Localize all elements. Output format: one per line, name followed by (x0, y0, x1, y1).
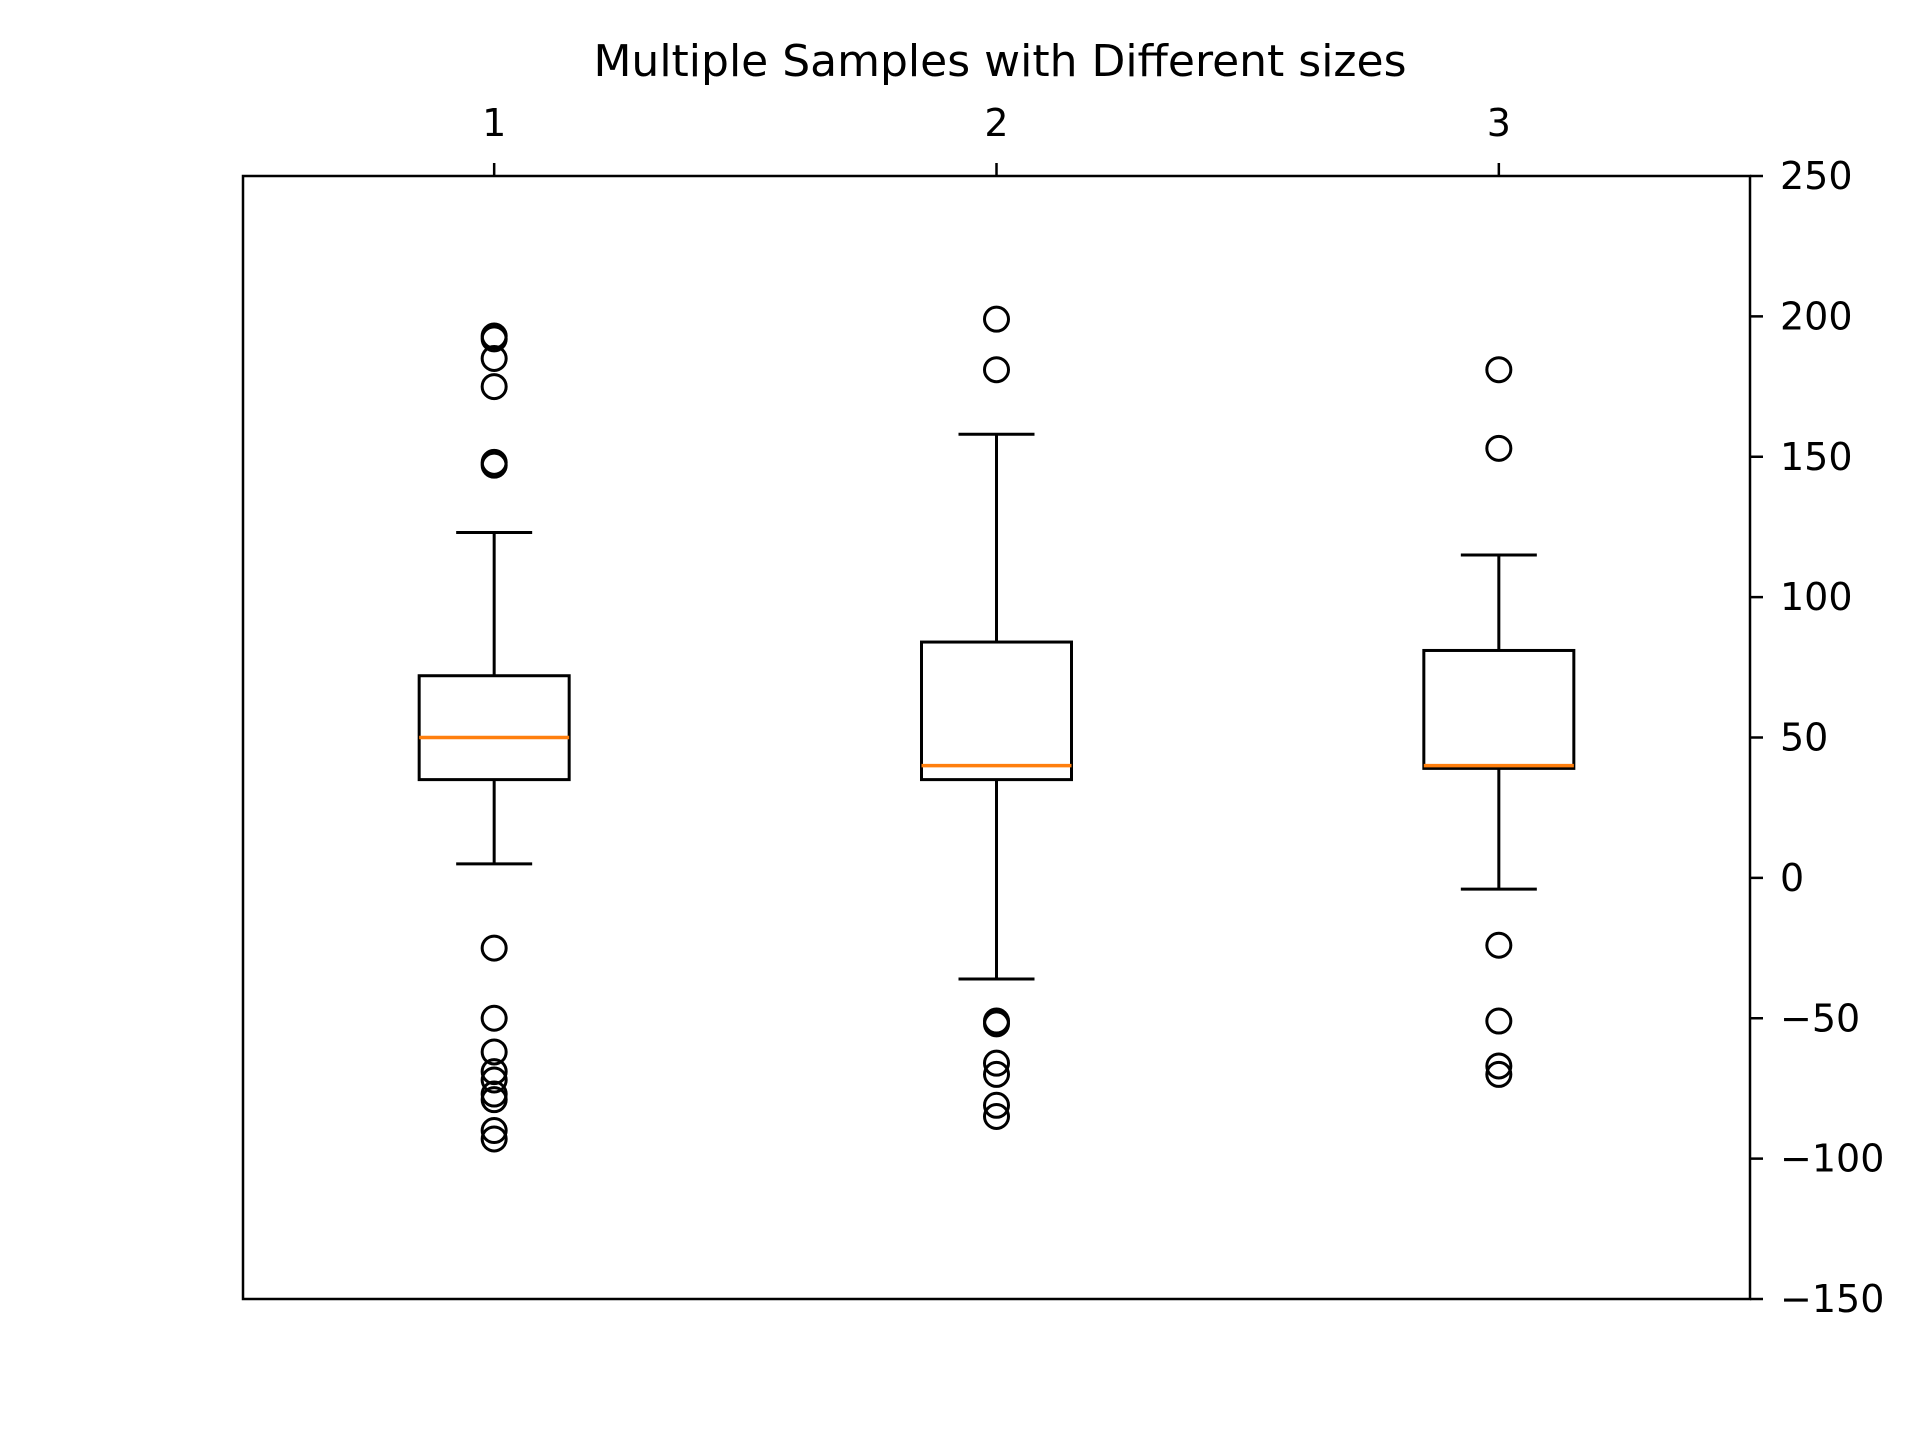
flier-point (983, 1060, 1010, 1088)
chart-title: Multiple Samples with Different sizes (593, 36, 1406, 87)
y-tick-label: 50 (1780, 716, 1828, 760)
flier-point (480, 1125, 508, 1153)
y-tick-label: 200 (1780, 294, 1853, 338)
box-iqr (417, 674, 571, 782)
flier-point (1485, 434, 1513, 462)
flier-point (480, 373, 508, 401)
y-tick-label: 0 (1780, 856, 1804, 900)
flier-point (480, 1038, 508, 1066)
box-iqr (1422, 648, 1576, 770)
flier-point (1485, 1052, 1513, 1080)
y-tick-label: −150 (1780, 1277, 1884, 1321)
flier-point (1485, 356, 1513, 384)
y-tick-label: 100 (1780, 575, 1853, 619)
y-tick-label: 250 (1780, 154, 1853, 198)
flier-point (983, 1103, 1010, 1131)
y-tick-label: −50 (1780, 996, 1860, 1040)
box-iqr (920, 640, 1073, 782)
x-tick-label: 2 (984, 101, 1008, 145)
y-tick-label: 150 (1780, 435, 1853, 479)
flier-point (983, 305, 1010, 333)
plot-area: 250 200 150 100 50 0 −50 −100 −150 1 2 3 (241, 101, 1884, 1321)
flier-point (480, 1080, 508, 1108)
flier-point (480, 1058, 508, 1086)
flier-point (480, 325, 508, 353)
flier-point (983, 1010, 1010, 1038)
flier-point (480, 344, 508, 372)
flier-point (480, 1086, 508, 1114)
flier-point (480, 1117, 508, 1145)
flier-point (480, 934, 508, 962)
y-tick-label: −100 (1780, 1137, 1884, 1181)
flier-point (1485, 1007, 1513, 1035)
flier-point (1485, 1060, 1513, 1088)
flier-point (480, 451, 508, 479)
flier-point (480, 1004, 508, 1032)
flier-point (1485, 931, 1513, 959)
flier-point (480, 1066, 508, 1094)
x-tick-label: 3 (1487, 101, 1511, 145)
flier-point (983, 1091, 1010, 1119)
flier-point (983, 356, 1010, 384)
flier-point (983, 1049, 1010, 1077)
x-tick-label: 1 (482, 101, 506, 145)
